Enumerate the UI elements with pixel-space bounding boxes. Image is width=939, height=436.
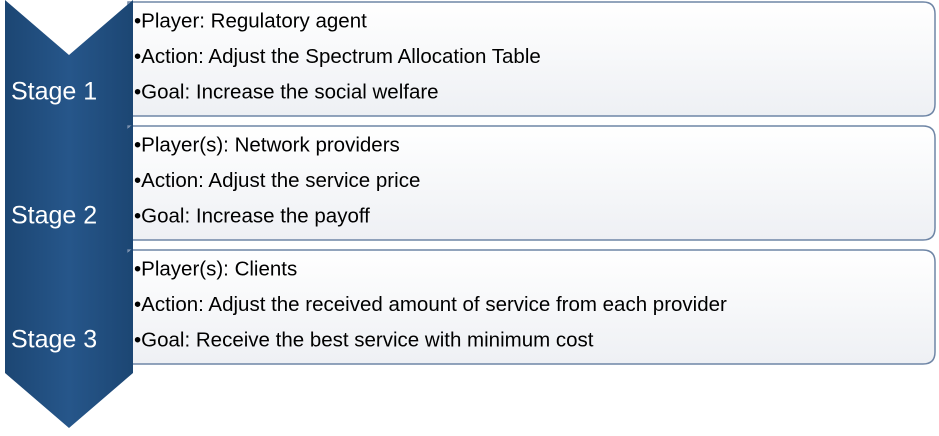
stage-label: Stage 1 xyxy=(11,78,97,106)
bullet-text: •Player(s): Network providers xyxy=(134,133,400,156)
bullet-text: •Action: Adjust the received amount of s… xyxy=(134,293,727,316)
stage-chevron xyxy=(5,124,133,304)
stage-chevron xyxy=(5,0,133,180)
bullet-text: •Player: Regulatory agent xyxy=(134,9,367,32)
stage-label: Stage 2 xyxy=(11,202,97,230)
stage-box xyxy=(127,1,936,117)
stage-chevron xyxy=(5,248,133,428)
stage-label: Stage 3 xyxy=(11,326,97,354)
bullet-text: •Player(s): Clients xyxy=(134,257,297,280)
stage-box xyxy=(127,125,936,241)
bullet-text: •Action: Adjust the service price xyxy=(134,169,420,192)
bullet-text: •Goal: Increase the social welfare xyxy=(134,80,439,103)
stage-box xyxy=(127,249,936,365)
bullet-text: •Action: Adjust the Spectrum Allocation … xyxy=(134,45,541,68)
bullet-text: •Goal: Increase the payoff xyxy=(134,204,370,227)
bullet-text: •Goal: Receive the best service with min… xyxy=(134,328,594,351)
